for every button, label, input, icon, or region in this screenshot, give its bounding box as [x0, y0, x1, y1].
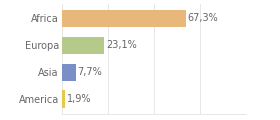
Text: 23,1%: 23,1%	[106, 40, 137, 50]
Bar	[62, 10, 186, 27]
Bar	[62, 90, 65, 108]
Text: 7,7%: 7,7%	[78, 67, 102, 77]
Text: 67,3%: 67,3%	[188, 13, 219, 23]
Bar	[62, 37, 104, 54]
Bar	[62, 63, 76, 81]
Text: 1,9%: 1,9%	[67, 94, 92, 104]
